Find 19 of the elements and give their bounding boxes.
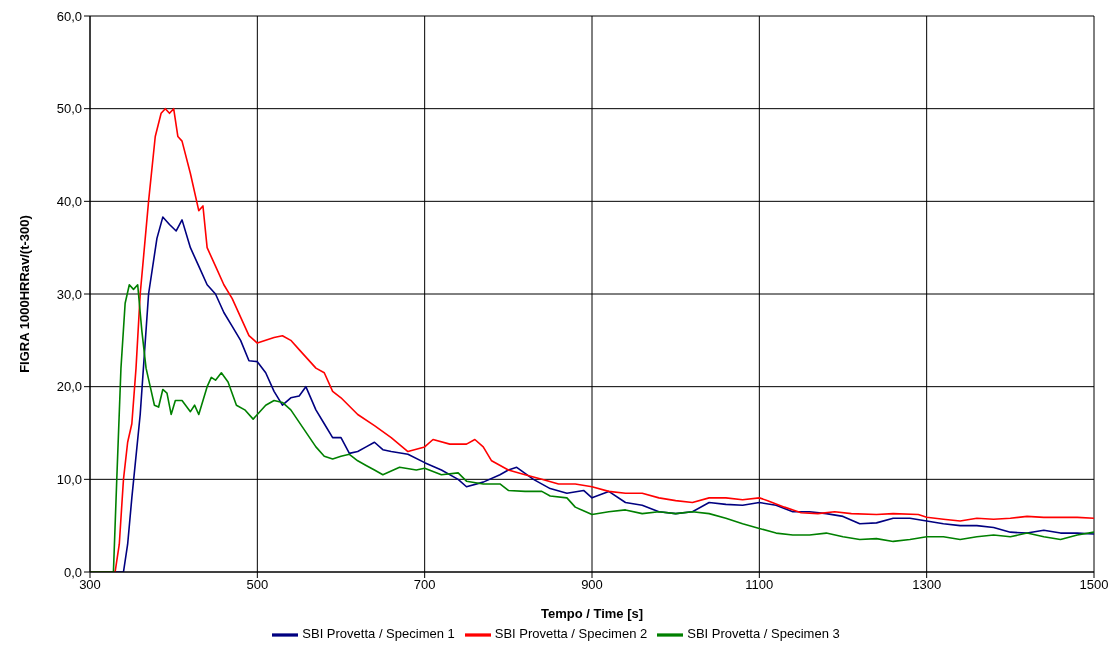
legend-label: SBI Provetta / Specimen 1 [302,626,455,642]
x-tick-label: 900 [581,577,603,593]
x-axis-title: Tempo / Time [s] [540,606,644,621]
y-tick-label: 30,0 [56,286,82,302]
y-tick-label: 60,0 [56,8,82,24]
y-tick-label: 20,0 [56,379,82,395]
legend-label: SBI Provetta / Specimen 2 [494,626,648,642]
legend-label: SBI Provetta / Specimen 3 [687,626,840,642]
x-tick-label: 1100 [745,577,774,593]
x-tick-label: 500 [246,577,269,593]
x-tick-label: 1500 [1079,577,1109,593]
x-tick-label: 1300 [912,577,942,593]
x-tick-label: 300 [79,577,101,593]
y-tick-label: 40,0 [56,193,82,209]
y-tick-label: 0,0 [63,564,82,580]
x-tick-label: 700 [413,577,436,593]
y-axis-title: FIGRA 1000HRRav/(t-300) [16,215,32,373]
y-tick-label: 10,0 [56,471,82,487]
y-tick-label: 50,0 [56,101,82,117]
